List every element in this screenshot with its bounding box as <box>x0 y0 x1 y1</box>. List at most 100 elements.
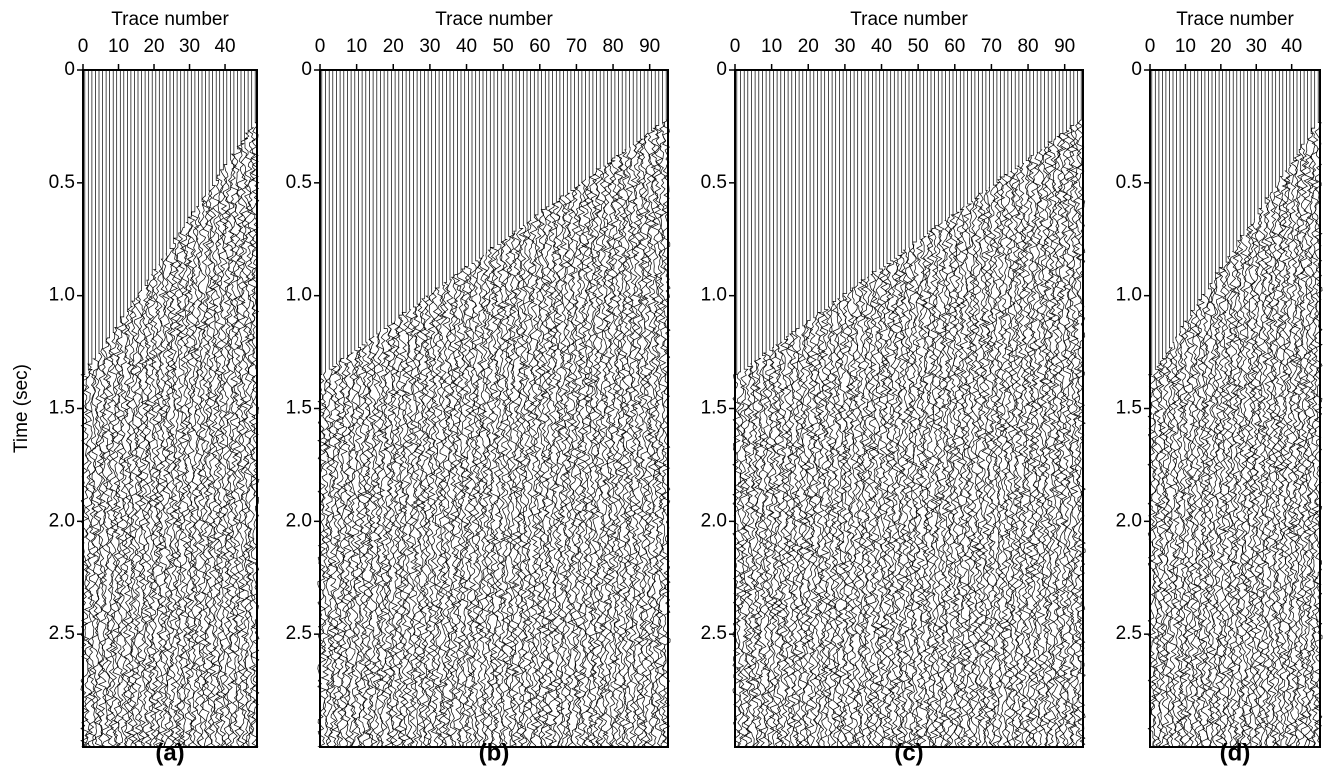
x-axis-title: Trace number <box>1176 9 1294 30</box>
trace-wiggle <box>995 70 1006 748</box>
y-tick-label: 0.5 <box>1116 172 1142 193</box>
trace-wiggle <box>225 70 236 748</box>
trace-wiggle <box>375 70 386 748</box>
x-tick-label: 0 <box>315 36 326 57</box>
trace-wiggle <box>335 70 345 748</box>
trace-wiggle <box>80 70 90 748</box>
trace-wiggle <box>602 70 613 748</box>
trace-wiggle <box>801 70 812 748</box>
trace-wiggle <box>172 70 182 748</box>
trace-wiggle <box>937 70 947 748</box>
trace-wiggle <box>988 70 998 748</box>
trace-wiggle <box>1281 70 1292 748</box>
y-tick-label: 2.5 <box>286 623 312 644</box>
trace-wiggle <box>1242 70 1252 748</box>
trace-wiggle <box>919 70 929 748</box>
x-tick-label: 30 <box>419 36 440 57</box>
x-tick-label: 40 <box>1281 36 1302 57</box>
trace-wiggle <box>736 70 745 748</box>
trace-wiggle <box>639 70 649 748</box>
trace-wiggle <box>790 70 801 748</box>
trace-wiggle <box>860 70 870 748</box>
trace-wiggle <box>551 70 561 748</box>
trace-wiggle <box>1239 70 1249 748</box>
x-tick-label: 90 <box>1054 36 1075 57</box>
trace-wiggle <box>750 70 760 748</box>
trace-wiggle <box>606 70 616 748</box>
trace-wiggle <box>247 70 257 748</box>
trace-wiggle <box>1006 70 1017 748</box>
x-tick-label: 0 <box>730 36 741 57</box>
trace-wiggle <box>570 70 580 748</box>
y-tick-label: 0 <box>1131 59 1142 80</box>
trace-wiggle <box>328 70 338 748</box>
trace-wiggle <box>401 70 411 748</box>
trace-wiggle <box>119 70 129 748</box>
trace-wiggle <box>1014 70 1024 748</box>
trace-wiggle <box>856 70 867 748</box>
panel-label: (d) <box>1220 739 1251 766</box>
trace-wiggle <box>438 70 448 748</box>
trace-wiggle <box>482 70 492 748</box>
trace-wiggle <box>353 70 363 748</box>
trace-wiggle <box>841 70 852 748</box>
trace-wiggle <box>886 70 896 748</box>
trace-wiggle <box>161 70 172 748</box>
trace-wiggle <box>1168 70 1178 748</box>
trace-wiggle <box>768 70 779 748</box>
trace-wiggle <box>324 70 334 748</box>
trace-wiggle <box>112 70 122 748</box>
x-tick-label: 30 <box>1246 36 1267 57</box>
trace-wiggle <box>397 70 408 748</box>
trace-wiggle <box>1232 70 1242 748</box>
trace-wiggle <box>515 70 525 748</box>
trace-wiggle <box>1211 70 1220 748</box>
trace-wiggle <box>863 70 874 748</box>
trace-wiggle <box>1171 70 1181 748</box>
trace-wiggle <box>485 70 496 748</box>
trace-wiggle <box>1246 70 1256 747</box>
trace-wiggle <box>201 70 210 748</box>
trace-wiggle <box>944 70 954 748</box>
trace-wiggle <box>393 70 404 748</box>
trace-wiggle <box>211 70 221 748</box>
y-tick-label: 0.5 <box>701 172 727 193</box>
y-tick-label: 2.0 <box>286 510 312 531</box>
trace-wiggle <box>427 70 437 748</box>
trace-wiggle <box>1299 70 1309 748</box>
trace-wiggle <box>133 70 143 748</box>
x-tick-label: 10 <box>346 36 367 57</box>
y-tick-label: 1.0 <box>286 285 312 306</box>
trace-wiggle <box>390 70 400 748</box>
x-tick-label: 20 <box>383 36 404 57</box>
trace-wiggle <box>974 70 984 748</box>
trace-wiggle <box>386 70 396 748</box>
trace-wiggle <box>739 70 749 748</box>
trace-wiggle <box>871 70 881 748</box>
x-tick-label: 40 <box>871 36 892 57</box>
trace-wiggle <box>577 70 587 747</box>
trace-wiggle <box>243 70 253 748</box>
x-tick-label: 20 <box>1210 36 1231 57</box>
trace-wiggle <box>1292 70 1302 748</box>
trace-wiggle <box>805 70 815 747</box>
trace-wiggle <box>646 70 657 748</box>
trace-wiggle <box>1021 70 1031 748</box>
trace-wiggle <box>236 70 246 748</box>
trace-wiggle <box>896 70 907 748</box>
trace-wiggle <box>940 70 951 748</box>
trace-wiggle <box>922 70 932 748</box>
x-tick-label: 40 <box>456 36 477 57</box>
y-tick-label: 2.5 <box>701 623 727 644</box>
trace-wiggle <box>977 70 988 748</box>
trace-wiggle <box>1260 70 1270 748</box>
trace-wiggle <box>108 70 118 748</box>
trace-wiggle <box>357 70 367 748</box>
trace-wiggle <box>798 70 808 748</box>
trace-wiggle <box>364 70 374 748</box>
y-axis-title: Time (sec) <box>11 364 32 453</box>
trace-wiggle <box>874 70 885 748</box>
trace-wiggle <box>229 70 239 748</box>
trace-wiggle <box>143 70 154 748</box>
trace-wiggle <box>907 70 918 748</box>
